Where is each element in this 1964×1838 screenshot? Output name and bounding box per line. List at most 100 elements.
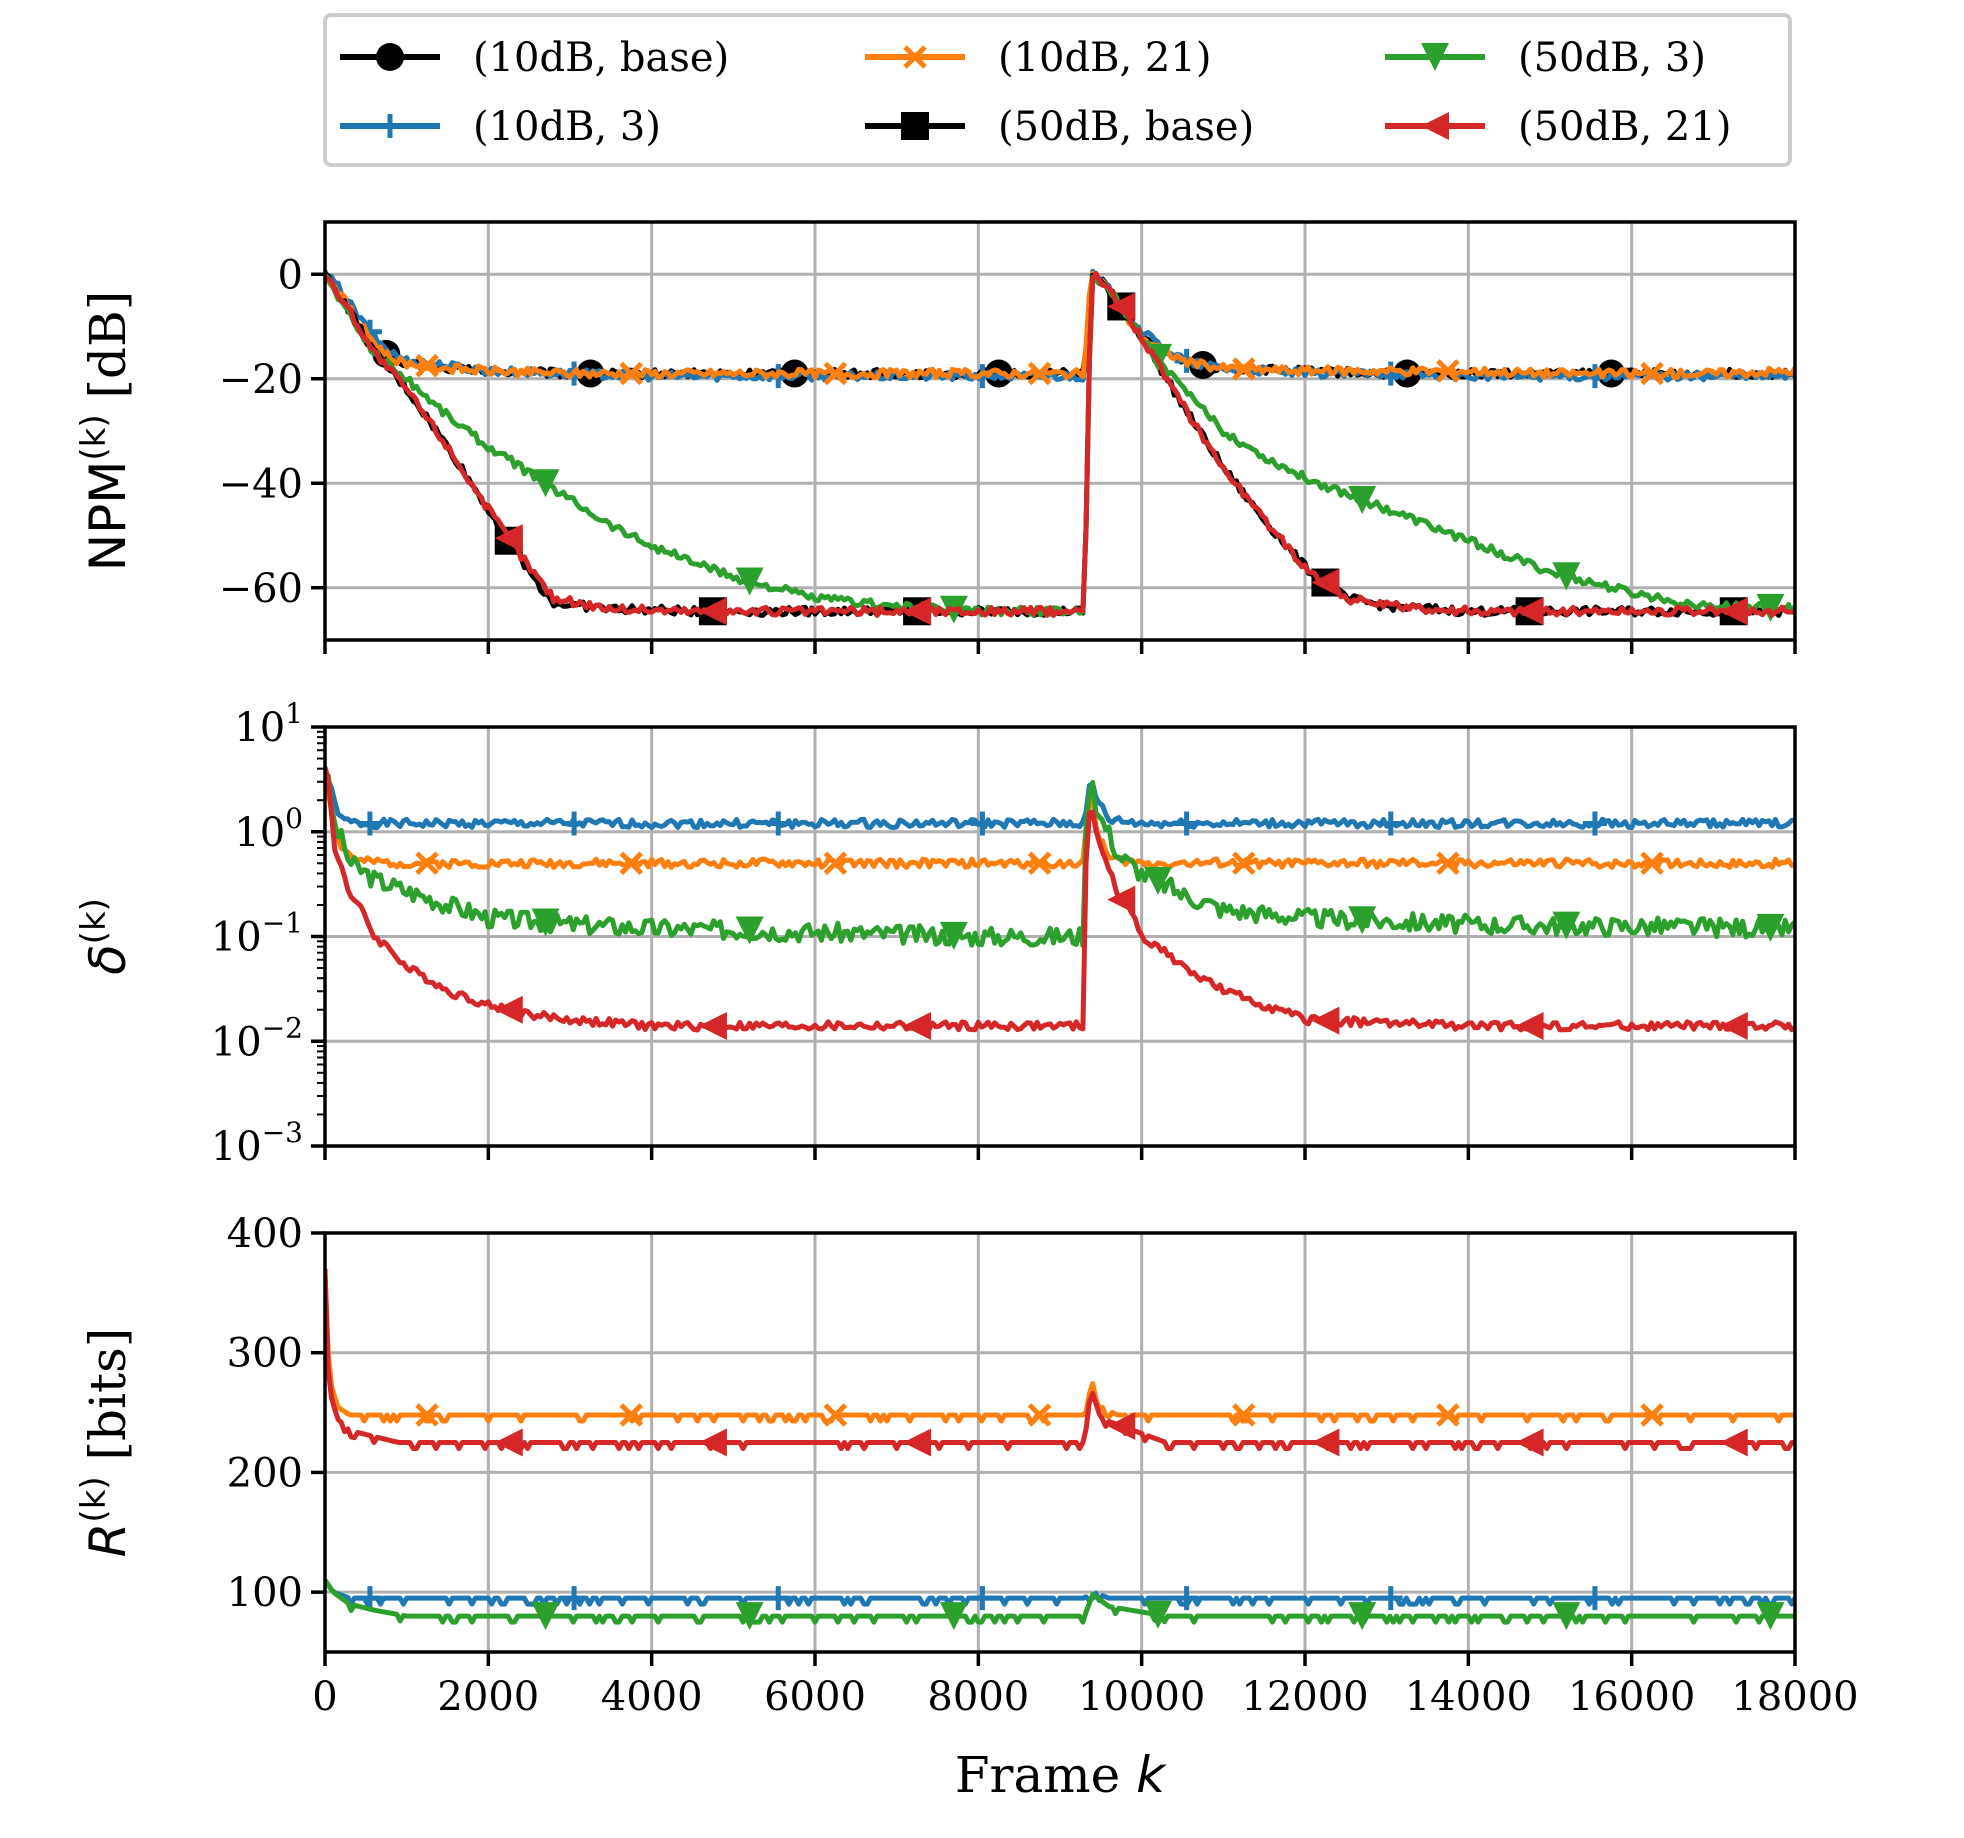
series-marker-npm-2 [1640,361,1664,386]
y-tick-label: 200 [227,1450,303,1496]
series-marker-delta-2 [1144,866,1172,895]
series-line-delta-2 [325,771,1795,949]
series-marker-npm-5 [494,524,523,553]
series-marker-rate-3 [1552,1602,1581,1631]
series-marker-npm-2 [823,361,848,386]
series-marker-rate-2 [357,1586,382,1611]
series-line-delta-1 [325,775,1795,870]
series-marker-delta-0 [1174,811,1199,836]
x-tick-label: 18000 [1731,1674,1858,1720]
series-marker-npm-5 [1107,292,1136,321]
series-marker-delta-0 [766,811,791,836]
series-marker-delta-2 [1756,913,1785,942]
legend-label: (10dB, base) [473,35,729,81]
x-tick-label: 2000 [437,1674,539,1720]
series-marker-npm-5 [1515,597,1544,626]
series-marker-rate-0 [1027,1403,1052,1427]
series-marker-delta-2 [939,921,968,950]
delta-panel: 101 100 10−1 10−2 10−3 δ(k) [74,697,1797,1170]
series-marker-npm-4 [1552,562,1581,591]
series-marker-delta-3 [1719,1011,1748,1040]
series-marker-delta-0 [970,811,995,836]
series-line-npm-5 [325,271,1795,618]
series-line-delta-3 [325,766,1795,1033]
series-marker-rate-1 [1719,1428,1748,1457]
series-marker-rate-3 [939,1602,968,1631]
series-marker-delta-3 [1515,1011,1544,1040]
series-marker-rate-3 [735,1602,764,1631]
y-tick-label: 100 [227,1570,303,1616]
series-marker-rate-1 [698,1428,727,1457]
legend-marker [378,114,402,138]
x-tick-label: 16000 [1568,1674,1695,1720]
series-marker-delta-0 [357,811,382,836]
series-marker-npm-4 [735,567,764,596]
series-marker-delta-3 [1107,885,1136,914]
x-tick-label: 0 [312,1674,337,1720]
series-marker-rate-3 [1144,1600,1172,1629]
series-marker-rate-0 [1640,1403,1664,1427]
series-marker-npm-2 [1027,361,1052,386]
series-marker-rate-3 [1348,1602,1377,1631]
series-marker-delta-2 [531,908,560,937]
series-marker-npm-5 [698,597,727,626]
series-marker-delta-0 [562,811,587,836]
npm-panel: 0 −20 −40 −60 NPM(k) [dB] [74,220,1797,654]
series-marker-delta-2 [1348,906,1377,935]
legend-marker [903,45,927,69]
series-marker-npm-4 [531,469,560,498]
series-marker-rate-0 [619,1403,644,1427]
y-tick-label: −40 [219,461,303,507]
series-marker-rate-0 [823,1403,848,1427]
y-tick-label: −60 [219,566,303,612]
delta-plot-area [325,766,1795,1040]
series-marker-delta-3 [903,1011,932,1040]
series-marker-rate-1 [494,1428,523,1457]
series-marker-npm-2 [1231,357,1256,381]
series-marker-npm-2 [619,361,644,386]
legend-label: (50dB, 21) [1518,104,1731,150]
rate-y-axis-title: R(k) [bits] [74,1328,137,1558]
y-tick-label: −20 [219,357,303,403]
series-marker-npm-4 [1348,485,1377,514]
rate-frame [323,1231,1797,1654]
series-marker-rate-3 [1756,1602,1785,1631]
series-line-npm-2 [325,270,1795,381]
rate-plot-area [325,1268,1795,1631]
y-tick-label: 10−3 [211,1116,303,1170]
x-tick-label: 8000 [927,1674,1029,1720]
legend-marker [1421,112,1449,140]
series-marker-delta-3 [494,995,523,1024]
series-marker-rate-1 [903,1428,932,1457]
npm-frame [323,220,1797,642]
series-marker-npm-4 [1756,593,1785,622]
legend: (10dB, base) (10dB, 21) (50dB, 3) (10dB, 3)… [323,13,1792,167]
x-tick-label: 6000 [764,1674,866,1720]
x-axis: 0 2000 4000 6000 8000 10000 12000 14000 16000 180… [312,1674,1858,1804]
npm-y-axis-title: NPM(k) [dB] [74,291,137,572]
rate-panel: 400 300 200 100 R(k) [bits] [74,1211,1797,1666]
series-marker-delta-1 [619,851,644,876]
y-tick-label: 100 [234,802,303,856]
y-tick-label: 0 [278,252,303,298]
x-tick-label: 10000 [1078,1674,1205,1720]
x-axis-title: Frame k [955,1746,1167,1804]
legend-label: (50dB, base) [998,104,1254,150]
y-tick-label: 10−2 [211,1011,303,1065]
series-line-npm-1 [325,268,1795,383]
legend-marker [376,43,404,71]
series-marker-rate-2 [1582,1586,1607,1611]
series-marker-rate-1 [1515,1428,1544,1457]
series-marker-delta-1 [1436,851,1460,876]
series-marker-delta-3 [1311,1006,1340,1035]
series-marker-delta-2 [735,916,764,945]
legend-label: (10dB, 21) [998,35,1211,81]
series-marker-delta-0 [1378,811,1403,836]
legend-marker [901,112,929,140]
series-marker-rate-2 [1174,1586,1199,1611]
series-line-delta-0 [325,767,1795,831]
series-marker-rate-3 [531,1602,560,1631]
series-marker-rate-2 [970,1586,995,1611]
series-marker-rate-2 [562,1586,587,1611]
